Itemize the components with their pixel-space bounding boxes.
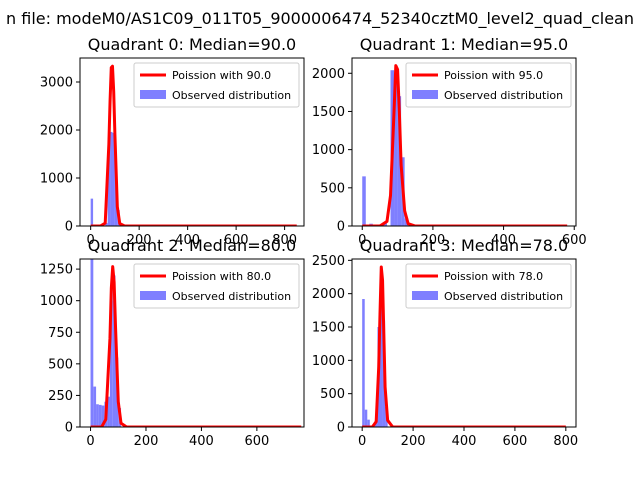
subplot-quadrant-2: 0 200 400 600 0 250 500 750 1000 1250 Quadrant 2: … — [40, 236, 305, 449]
y-tick-label: 2000 — [40, 124, 73, 139]
y-tick-label: 1250 — [40, 263, 73, 278]
histogram-bar — [96, 404, 99, 427]
plot-area — [362, 265, 566, 427]
y-tick-label: 1500 — [312, 105, 345, 120]
legend-bar-swatch — [140, 291, 166, 300]
legend: Poission with 95.0 Observed distribution — [405, 62, 572, 108]
y-tick-label: 1500 — [312, 321, 345, 336]
y-tick-label: 0 — [337, 421, 345, 436]
legend: Poission with 80.0 Observed distribution — [133, 263, 300, 309]
y-tick-label: 500 — [48, 357, 73, 372]
histogram-bar — [397, 96, 402, 226]
y-tick-label: 500 — [320, 387, 345, 402]
x-tick-label: 600 — [224, 233, 249, 248]
histogram-bar — [380, 270, 383, 427]
histogram-bar — [362, 176, 366, 226]
legend-bar-swatch — [412, 291, 438, 300]
legend-label: Poission with 90.0 — [172, 69, 271, 82]
legend-label: Observed distribution — [172, 290, 291, 303]
legend-label: Observed distribution — [444, 89, 563, 102]
histogram-bar — [107, 396, 110, 427]
legend: Poission with 78.0 Observed distribution — [405, 263, 572, 309]
y-tick-label: 0 — [337, 220, 345, 235]
histogram-bar — [362, 299, 365, 427]
y-tick-label: 0 — [65, 421, 73, 436]
y-tick-label: 3000 — [40, 76, 73, 91]
y-tick-label: 1000 — [40, 294, 73, 309]
x-tick-label: 600 — [244, 434, 269, 449]
y-tick-label: 1000 — [312, 143, 345, 158]
x-tick-label: 200 — [134, 434, 159, 449]
x-tick-label: 400 — [175, 233, 200, 248]
subplot-quadrant-0: 0 200 400 600 800 0 1000 2000 3000 Quadrant 0: Me… — [40, 35, 305, 248]
y-tick-label: 0 — [65, 220, 73, 235]
histogram-bar — [364, 409, 368, 427]
axes-frame — [351, 57, 577, 227]
fit-line — [90, 265, 302, 427]
y-tick-label: 1000 — [40, 172, 73, 187]
legend-frame — [133, 263, 300, 309]
legend-bar-swatch — [140, 90, 166, 99]
histogram-bar — [98, 404, 102, 427]
histogram-bar — [110, 131, 113, 226]
y-tick-label: 750 — [48, 326, 73, 341]
x-tick-label: 800 — [553, 434, 578, 449]
legend-label: Poission with 80.0 — [172, 270, 271, 283]
x-tick-label: 400 — [189, 434, 214, 449]
subplot-quadrant-1: 0 200 400 600 0 500 1000 1500 2000 Quadrant 1: Me… — [312, 35, 587, 248]
y-tick-label: 2000 — [312, 287, 345, 302]
x-tick-label: 200 — [401, 434, 426, 449]
histogram-bar — [90, 198, 94, 226]
histogram-bar — [112, 275, 116, 427]
figure-suptitle: n file: modeM0/AS1C09_011T05_9000006474_… — [6, 9, 634, 29]
y-tick-label: 250 — [48, 389, 73, 404]
histogram-bar — [367, 419, 370, 427]
axes-frame — [79, 258, 305, 428]
histogram-bar — [105, 223, 108, 226]
x-tick-label: 0 — [87, 233, 95, 248]
histogram-bar — [93, 386, 97, 427]
subplot-quadrant-3: 0 200 400 600 80005001000150020002500Quadran… — [312, 236, 578, 449]
x-tick-label: 400 — [491, 233, 516, 248]
x-tick-label: 200 — [420, 233, 445, 248]
y-tick-label: 1000 — [312, 354, 345, 369]
x-tick-label: 200 — [127, 233, 152, 248]
histogram-bar — [394, 80, 398, 226]
histogram-bar — [112, 132, 115, 226]
y-tick-label: 500 — [320, 181, 345, 196]
x-tick-label: 0 — [86, 434, 94, 449]
legend-label: Observed distribution — [444, 290, 563, 303]
plot-area — [90, 259, 302, 427]
legend-frame — [133, 62, 300, 108]
x-tick-label: 0 — [358, 434, 366, 449]
fit-line — [362, 265, 566, 427]
legend: Poission with 90.0 Observed distribution — [133, 62, 300, 108]
axes-frame — [79, 57, 305, 227]
legend-label: Poission with 78.0 — [444, 270, 543, 283]
histogram-bar — [90, 259, 94, 427]
x-tick-label: 400 — [452, 434, 477, 449]
histogram-bar — [109, 300, 113, 427]
legend-frame — [405, 263, 572, 309]
legend-bar-swatch — [412, 90, 438, 99]
subplot-title: Quadrant 3: Median=78.0 — [360, 236, 568, 255]
y-tick-label: 2000 — [312, 67, 345, 82]
histogram-bar — [107, 138, 111, 226]
legend-frame — [405, 62, 572, 108]
histogram-bar — [101, 405, 105, 427]
x-tick-label: 0 — [358, 233, 366, 248]
subplot-title: Quadrant 0: Median=90.0 — [88, 35, 296, 54]
x-tick-label: 600 — [502, 434, 527, 449]
y-tick-label: 2500 — [312, 254, 345, 269]
subplot-title: Quadrant 1: Median=95.0 — [360, 35, 568, 54]
x-tick-label: 800 — [272, 233, 297, 248]
legend-label: Poission with 95.0 — [444, 69, 543, 82]
subplot-title: Quadrant 2: Median=80.0 — [88, 236, 296, 255]
legend-label: Observed distribution — [172, 89, 291, 102]
x-tick-label: 600 — [562, 233, 587, 248]
